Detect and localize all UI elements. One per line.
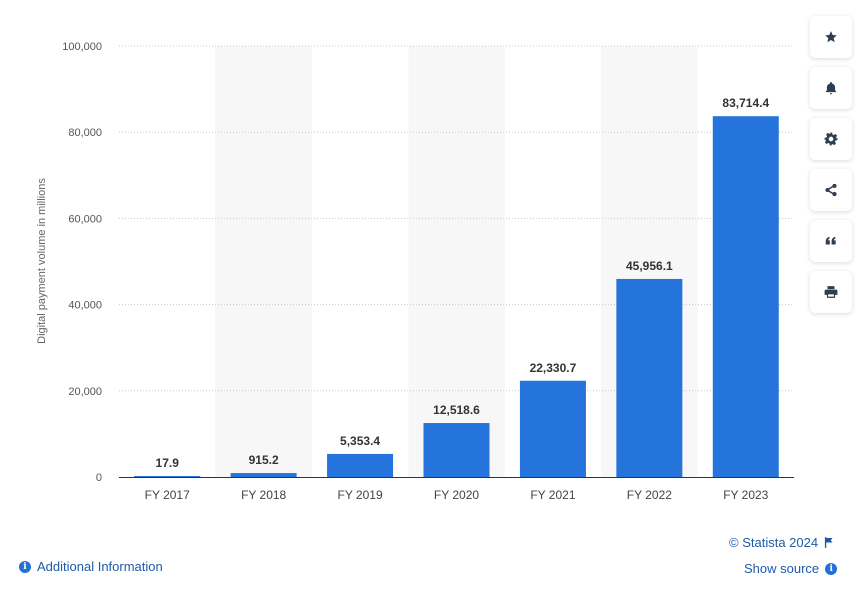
data-label: 45,956.1	[626, 259, 673, 273]
y-axis-title: Digital payment volume in millions	[36, 178, 48, 344]
print-icon	[824, 286, 838, 298]
additional-information-label: Additional Information	[37, 559, 163, 574]
copyright-label: © Statista 2024	[729, 535, 819, 550]
statista-copyright[interactable]: © Statista 2024	[729, 535, 833, 550]
star-icon	[825, 31, 837, 43]
x-axis: FY 2017 FY 2018 FY 2019 FY 2020 FY 2021 FY 20…	[119, 477, 794, 502]
bars	[134, 116, 779, 478]
x-tick-label: FY 2019	[337, 488, 382, 502]
y-tick-label: 0	[96, 472, 102, 484]
alternating-column-bands	[215, 46, 698, 477]
x-tick-label: FY 2020	[434, 488, 479, 502]
flag-icon	[824, 537, 833, 548]
bar	[230, 473, 297, 477]
bar	[519, 380, 586, 477]
x-tick-label: FY 2021	[530, 488, 575, 502]
bar	[134, 476, 201, 477]
settings-button[interactable]	[810, 118, 852, 160]
notification-button[interactable]	[810, 67, 852, 109]
y-tick-label: 60,000	[68, 213, 102, 225]
x-tick-label: FY 2017	[145, 488, 190, 502]
data-label: 22,330.7	[530, 361, 577, 375]
info-icon: i	[825, 562, 838, 575]
column-band	[408, 46, 505, 477]
x-tick-label: FY 2018	[241, 488, 286, 502]
data-label: 12,518.6	[433, 403, 480, 417]
info-icon: i	[19, 560, 31, 573]
show-source-link[interactable]: Show source i	[744, 561, 838, 576]
data-label: 83,714.4	[722, 96, 769, 110]
y-tick-label: 100,000	[62, 41, 102, 53]
y-tick-label: 20,000	[68, 386, 102, 398]
additional-information-link[interactable]: i Additional Information	[19, 559, 163, 574]
print-button[interactable]	[810, 271, 852, 313]
gear-icon	[824, 132, 838, 146]
share-icon	[825, 183, 837, 197]
y-tick-label: 40,000	[68, 300, 102, 312]
y-axis: 0 20,000 40,000 60,000 80,000 100,000	[62, 41, 102, 484]
x-tick-label: FY 2022	[627, 488, 672, 502]
data-label: 17.9	[156, 456, 180, 470]
favorite-button[interactable]	[810, 16, 852, 58]
bell-icon	[825, 82, 837, 95]
data-label: 915.2	[249, 453, 279, 467]
data-label: 5,353.4	[340, 434, 380, 448]
bar	[327, 453, 394, 477]
show-source-label: Show source	[744, 561, 820, 576]
cite-button[interactable]	[810, 220, 852, 262]
y-tick-label: 80,000	[68, 127, 102, 139]
x-tick-label: FY 2023	[723, 488, 768, 502]
column-band	[215, 46, 312, 477]
data-labels: 17.9 915.2 5,353.4 12,518.6 22,330.7 45,956.1…	[156, 96, 770, 470]
share-button[interactable]	[810, 169, 852, 211]
bar	[712, 116, 779, 478]
chart-toolbar	[810, 16, 852, 313]
bar	[616, 278, 683, 477]
quote-icon	[825, 236, 836, 245]
bar	[423, 423, 490, 477]
